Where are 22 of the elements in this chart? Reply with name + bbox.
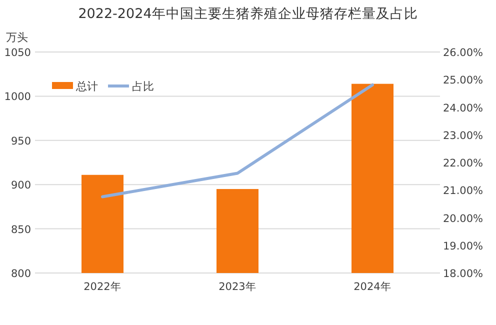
x-tick-label: 2024年 [354, 281, 392, 293]
y2-tick-label: 24.00% [442, 102, 484, 114]
y-tick-label: 1000 [4, 91, 31, 104]
y-tick-label: 800 [10, 268, 31, 280]
y2-tick-label: 18.00% [442, 268, 484, 280]
chart-title: 2022-2024年中国主要生猪养殖企业母猪存栏量及占比 [78, 6, 418, 22]
y2-tick-label: 26.00% [442, 47, 484, 59]
y2-tick-label: 23.00% [442, 130, 484, 142]
legend-label: 总计 [75, 80, 98, 93]
y2-tick-label: 25.00% [442, 74, 484, 87]
y-tick-label: 950 [10, 135, 31, 148]
y-axis-title: 万头 [6, 31, 28, 44]
y2-tick-label: 22.00% [442, 158, 484, 170]
y2-tick-label: 21.00% [442, 185, 484, 198]
y-tick-label: 900 [10, 180, 31, 192]
y2-tick-label: 19.00% [442, 240, 484, 252]
y2-tick-label: 20.00% [442, 212, 484, 225]
y-tick-label: 850 [10, 224, 31, 236]
legend-label: 占比 [132, 80, 154, 93]
y-tick-label: 1050 [4, 47, 31, 59]
x-tick-label: 2023年 [218, 281, 256, 293]
x-tick-label: 2022年 [84, 281, 122, 293]
